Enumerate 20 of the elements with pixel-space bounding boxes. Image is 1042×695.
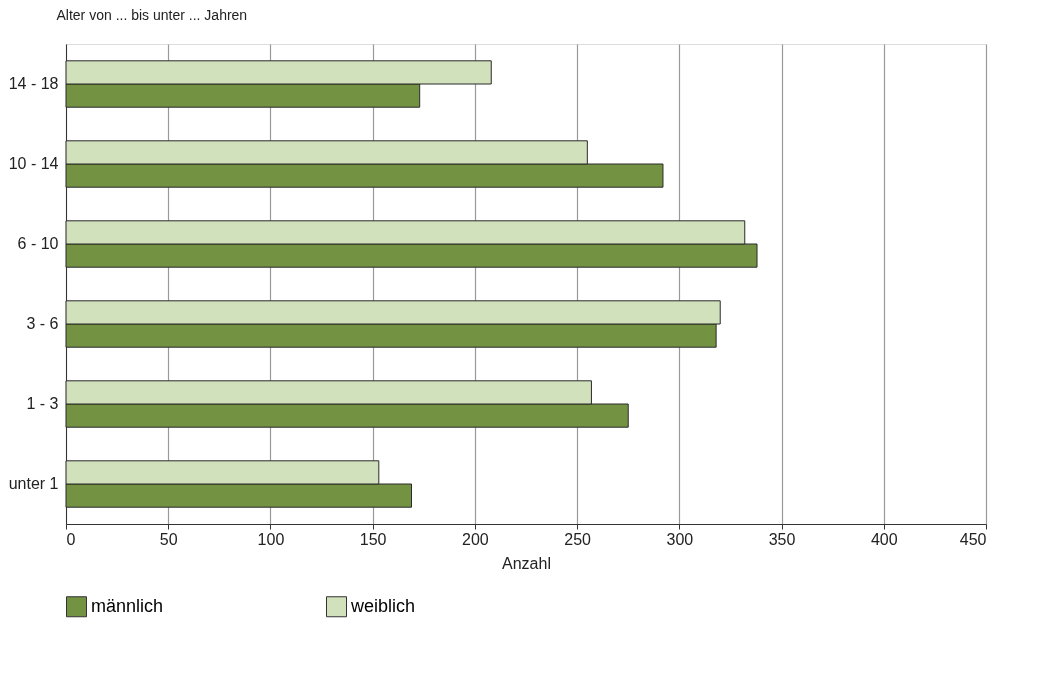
legend-label: männlich — [91, 595, 164, 616]
x-tick-label: 400 — [870, 530, 898, 548]
y-tick-label: 14 - 18 — [8, 75, 59, 92]
x-tick-label: 350 — [768, 530, 796, 548]
x-tick-label: 450 — [959, 530, 987, 548]
x-axis-title: Anzahl — [502, 554, 551, 572]
y-axis-title: Alter von ... bis unter ... Jahren — [56, 6, 248, 23]
x-tick-label: 150 — [359, 530, 387, 548]
x-tick-label: 100 — [257, 530, 285, 548]
x-tick-label: 50 — [159, 530, 178, 548]
x-tick-label: 0 — [66, 530, 76, 548]
y-tick-label: unter 1 — [8, 475, 59, 492]
x-tick-label: 200 — [462, 530, 489, 548]
x-tick-label: 300 — [666, 530, 694, 548]
y-tick-label: 6 - 10 — [17, 235, 59, 252]
y-tick-label: 1 - 3 — [26, 395, 59, 412]
x-tick-label: 250 — [564, 530, 592, 548]
y-tick-label: 3 - 6 — [26, 315, 59, 332]
y-tick-label: 10 - 14 — [8, 155, 59, 172]
legend-label: weiblich — [350, 595, 416, 616]
